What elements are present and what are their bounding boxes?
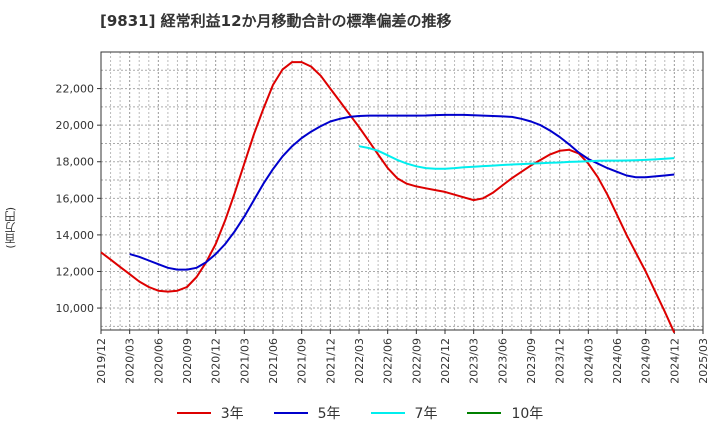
y-tick-label: 12,000 xyxy=(56,265,95,278)
x-tick-label: 2025/03 xyxy=(697,338,710,384)
y-tick-label: 10,000 xyxy=(56,302,95,315)
x-tick-label: 2021/12 xyxy=(324,338,337,384)
x-tick-label: 2023/06 xyxy=(496,338,509,384)
y-tick-label: 16,000 xyxy=(56,192,95,205)
legend-item: 3年 xyxy=(176,403,244,423)
x-tick-label: 2022/09 xyxy=(410,338,423,384)
x-tick-label: 2021/03 xyxy=(238,338,251,384)
x-tick-label: 2024/09 xyxy=(640,338,653,384)
grid xyxy=(100,51,704,330)
plot-frame xyxy=(100,51,704,331)
legend: 3年 5年 7年 10年 xyxy=(0,403,720,423)
legend-item: 10年 xyxy=(467,403,543,423)
x-tick-label: 2023/03 xyxy=(468,338,481,384)
x-tick-label: 2020/12 xyxy=(210,338,223,384)
x-tick-label: 2024/06 xyxy=(611,338,624,384)
series-line-5年 xyxy=(129,113,675,271)
legend-swatch xyxy=(370,412,405,414)
legend-swatch xyxy=(467,412,502,414)
legend-label: 3年 xyxy=(220,406,244,422)
x-tick-label: 2021/09 xyxy=(296,338,309,384)
y-tick-label: 22,000 xyxy=(56,83,95,96)
series-line-7年 xyxy=(358,145,675,170)
x-tick-label: 2020/03 xyxy=(124,338,137,384)
x-tick-label: 2024/12 xyxy=(668,338,681,384)
x-tick-label: 2022/12 xyxy=(439,338,452,384)
x-tick-label: 2022/03 xyxy=(353,338,366,384)
x-tick-label: 2021/06 xyxy=(267,338,280,384)
x-tick-label: 2023/09 xyxy=(525,338,538,384)
x-tick-label: 2022/06 xyxy=(382,338,395,384)
legend-swatch xyxy=(176,412,211,414)
x-tick-label: 2020/06 xyxy=(152,338,165,384)
x-tick-label: 2023/12 xyxy=(554,338,567,384)
chart-title: [9831] 経常利益12か月移動合計の標準偏差の推移 xyxy=(100,12,452,30)
legend-item: 7年 xyxy=(370,403,438,423)
x-tick-label: 2020/09 xyxy=(181,338,194,384)
x-tick-label: 2024/03 xyxy=(582,338,595,384)
y-tick-label: 18,000 xyxy=(56,156,95,169)
x-tick-label: 2019/12 xyxy=(95,338,108,384)
legend-label: 10年 xyxy=(511,406,544,422)
legend-label: 5年 xyxy=(317,406,341,422)
legend-label: 7年 xyxy=(414,406,438,422)
y-tick-label: 20,000 xyxy=(56,119,95,132)
legend-swatch xyxy=(273,412,308,414)
y-tick-label: 14,000 xyxy=(56,229,95,242)
legend-item: 5年 xyxy=(273,403,341,423)
